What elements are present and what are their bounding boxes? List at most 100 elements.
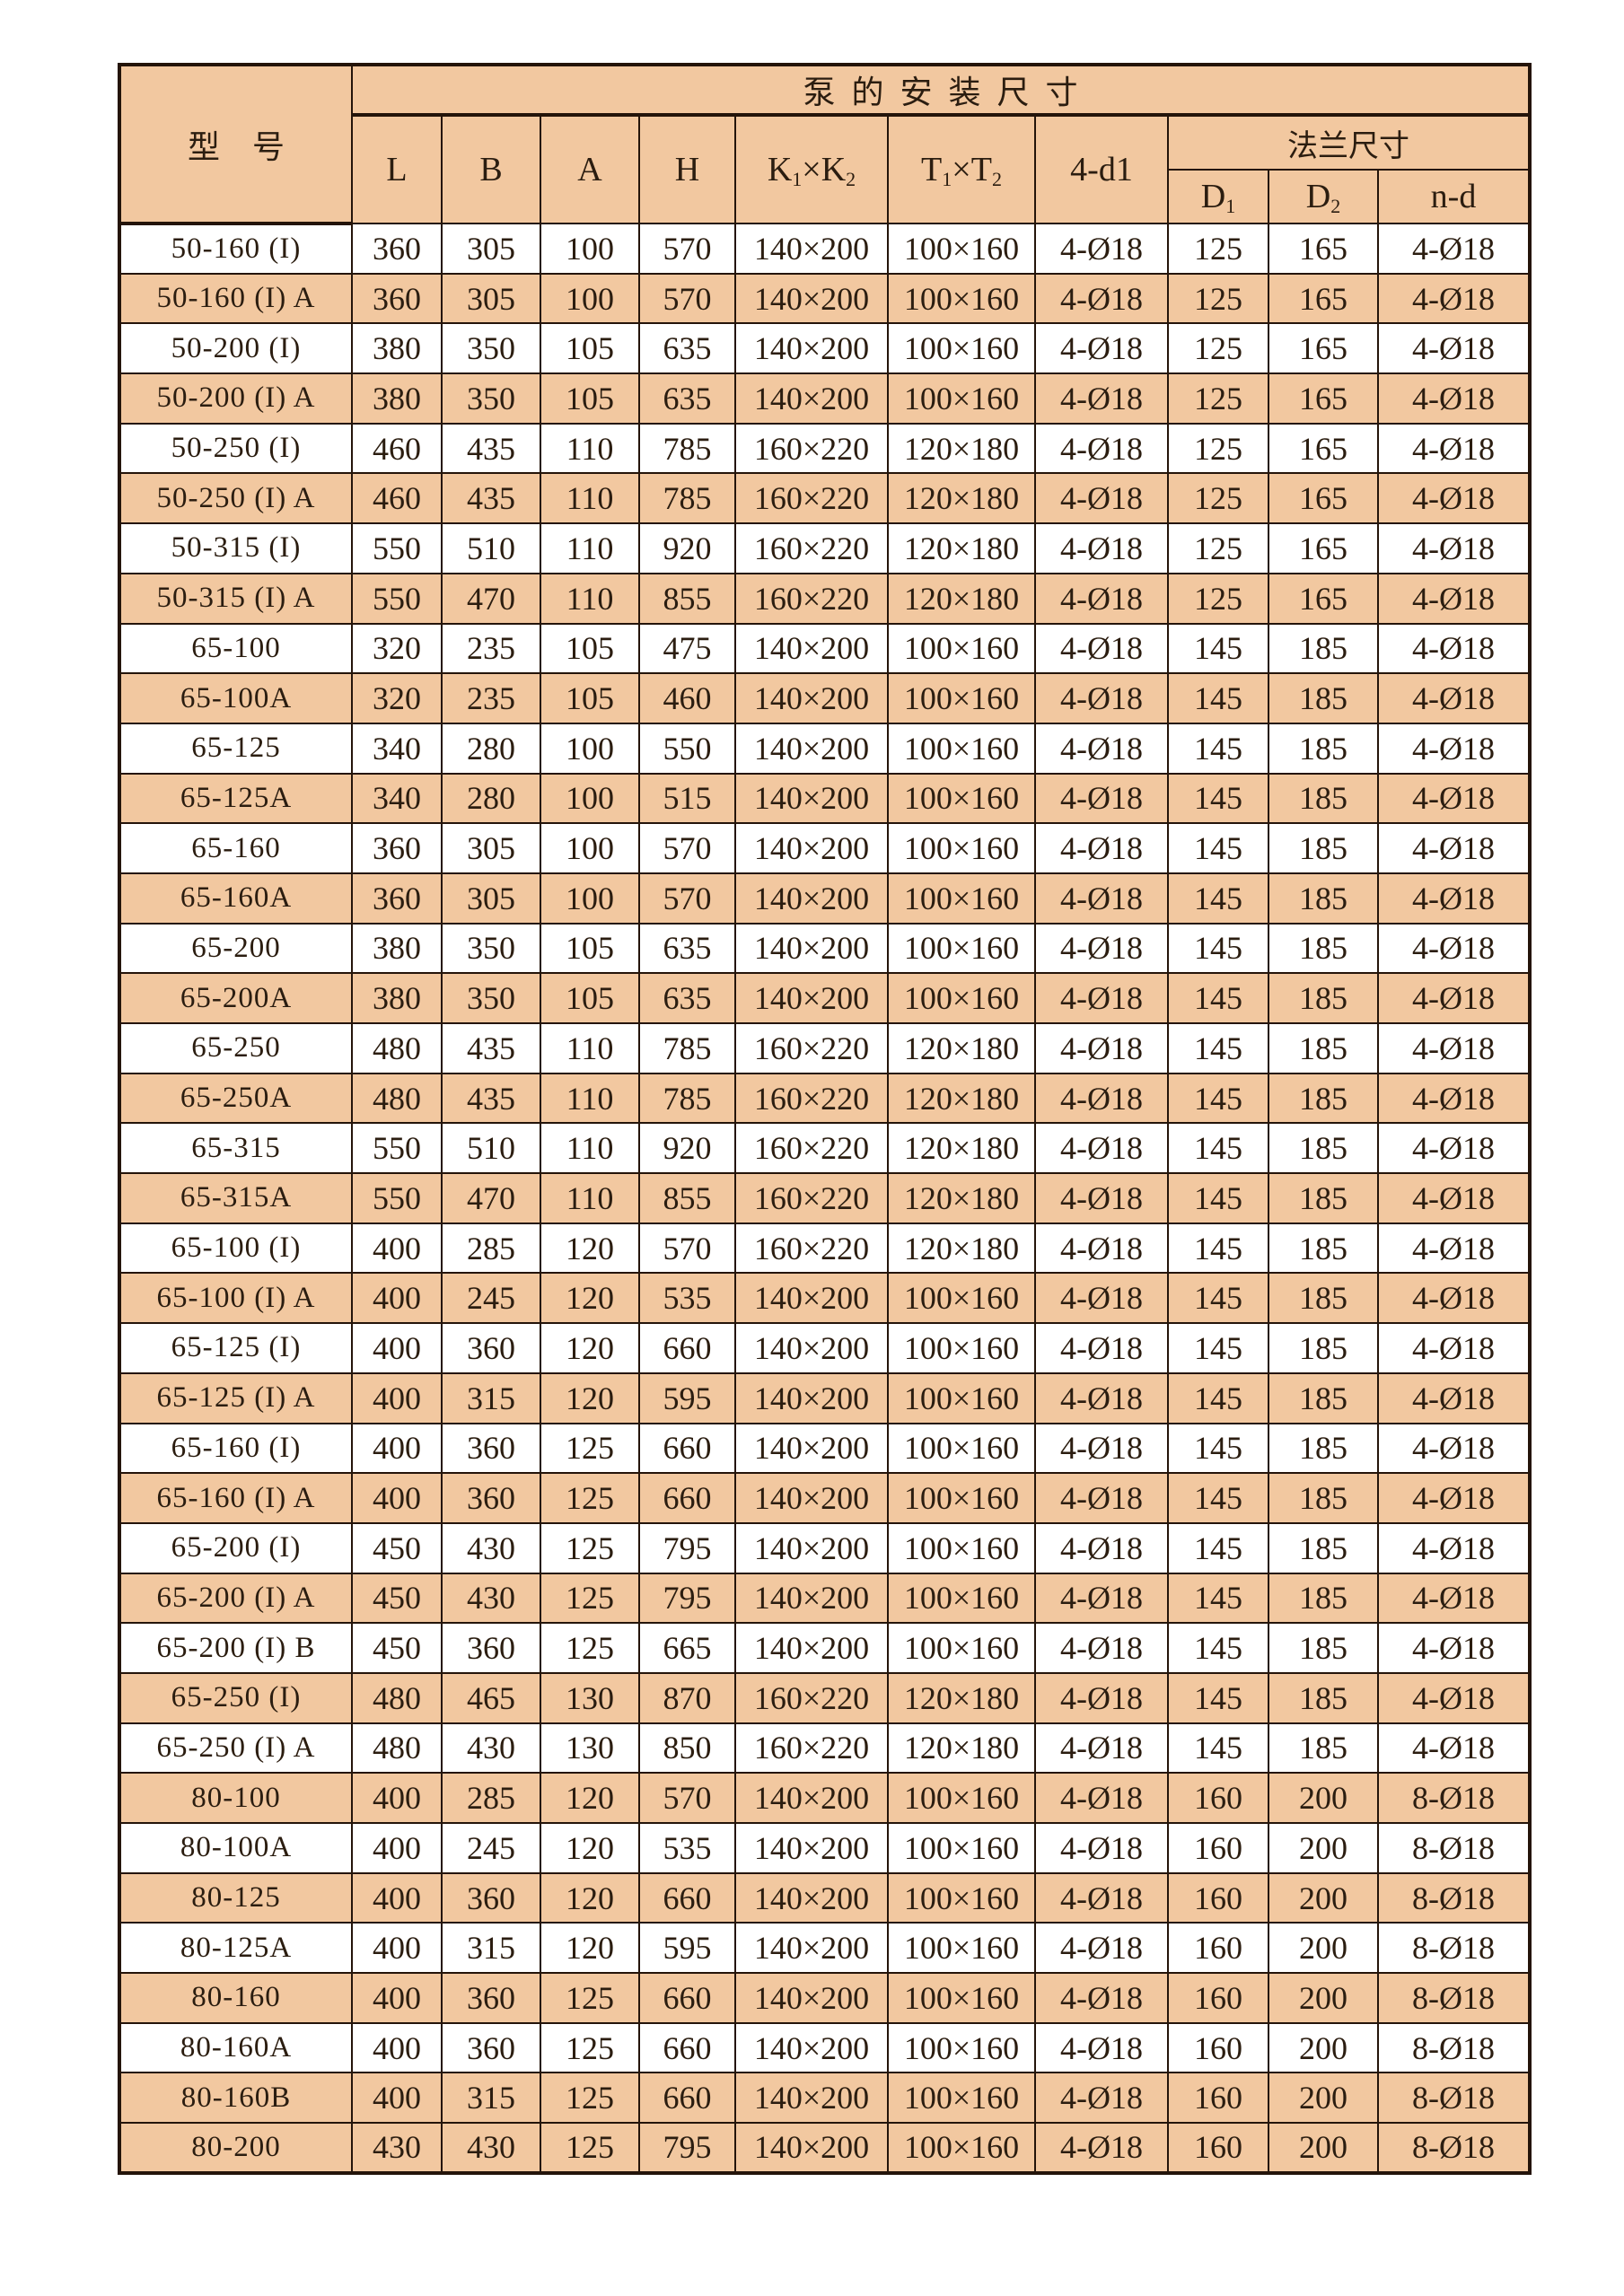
cell-t: 120×180 — [887, 1172, 1036, 1224]
table-row: 65-125A 340 280 100 515 140×200 100×160 4-Ø18 14… — [119, 772, 1532, 825]
cell-fd2: 165 — [1268, 272, 1379, 325]
cell-nd: 4-Ø18 — [1376, 1521, 1532, 1574]
cell-b: 430 — [441, 1572, 541, 1625]
cell-fd1: 160 — [1167, 2021, 1269, 2074]
cell-nd: 8-Ø18 — [1376, 1772, 1532, 1824]
cell-b: 435 — [441, 1022, 541, 1074]
cell-model: 65-125 — [119, 722, 353, 775]
cell-model: 80-160B — [119, 2072, 353, 2125]
cell-b: 465 — [441, 1671, 541, 1724]
cell-t: 120×180 — [887, 1122, 1036, 1175]
cell-d1: 4-Ø18 — [1034, 272, 1169, 325]
cell-b: 285 — [441, 1772, 541, 1824]
cell-fd1: 145 — [1167, 772, 1269, 825]
k1k2-sub1: 1 — [792, 168, 803, 190]
cell-nd: 4-Ø18 — [1376, 1122, 1532, 1175]
cell-k: 160×220 — [734, 572, 889, 625]
cell-fd2: 185 — [1268, 1122, 1379, 1175]
cell-fd1: 125 — [1167, 372, 1269, 425]
table-row: 80-200 430 430 125 795 140×200 100×160 4-Ø18 160… — [119, 2122, 1532, 2174]
cell-model: 50-160 (I) A — [119, 272, 353, 325]
cell-model: 65-200 (I) — [119, 1521, 353, 1574]
cell-fd2: 165 — [1268, 372, 1379, 425]
cell-b: 435 — [441, 1072, 541, 1125]
cell-t: 100×160 — [887, 2072, 1036, 2125]
cell-model: 65-200 (I) B — [119, 1622, 353, 1674]
table-row: 65-250 (I) A 480 430 130 850 160×220 120×180 4-… — [119, 1722, 1532, 1775]
cell-nd: 4-Ø18 — [1376, 972, 1532, 1024]
cell-a: 100 — [540, 272, 640, 325]
cell-fd2: 200 — [1268, 1972, 1379, 2024]
cell-b: 510 — [441, 1122, 541, 1175]
cell-l: 550 — [351, 572, 443, 625]
cell-model: 50-315 (I) — [119, 522, 353, 574]
cell-a: 110 — [540, 572, 640, 625]
cell-model: 65-250 — [119, 1022, 353, 1074]
cell-k: 140×200 — [734, 2122, 889, 2174]
cell-t: 100×160 — [887, 2021, 1036, 2074]
cell-a: 125 — [540, 2122, 640, 2174]
cell-t: 100×160 — [887, 872, 1036, 925]
cell-fd1: 160 — [1167, 2072, 1269, 2125]
cell-l: 450 — [351, 1521, 443, 1574]
cell-fd2: 200 — [1268, 2072, 1379, 2125]
cell-k: 140×200 — [734, 1472, 889, 1524]
cell-a: 120 — [540, 1272, 640, 1325]
flange-subheader-row: D1 D2 n-d — [119, 169, 1532, 224]
cell-l: 480 — [351, 1022, 443, 1074]
cell-l: 400 — [351, 2021, 443, 2074]
cell-fd1: 160 — [1167, 1772, 1269, 1824]
cell-l: 480 — [351, 1671, 443, 1724]
cell-h: 795 — [638, 1572, 736, 1625]
cell-k: 140×200 — [734, 822, 889, 874]
cell-d1: 4-Ø18 — [1034, 672, 1169, 724]
cell-l: 550 — [351, 1122, 443, 1175]
table-row: 65-315 550 510 110 920 160×220 120×180 4-Ø18 145… — [119, 1122, 1532, 1175]
cell-a: 110 — [540, 522, 640, 574]
cell-a: 130 — [540, 1671, 640, 1724]
cell-model: 80-100 — [119, 1772, 353, 1824]
cell-k: 140×200 — [734, 872, 889, 925]
cell-nd: 8-Ø18 — [1376, 1972, 1532, 2024]
cell-k: 140×200 — [734, 972, 889, 1024]
cell-t: 100×160 — [887, 372, 1036, 425]
cell-model: 80-125 — [119, 1871, 353, 1924]
cell-nd: 4-Ø18 — [1376, 772, 1532, 825]
cell-k: 160×220 — [734, 1122, 889, 1175]
cell-model: 65-125A — [119, 772, 353, 825]
cell-t: 100×160 — [887, 1422, 1036, 1475]
cell-fd2: 185 — [1268, 1072, 1379, 1125]
cell-k: 160×220 — [734, 422, 889, 475]
cell-b: 510 — [441, 522, 541, 574]
cell-a: 100 — [540, 872, 640, 925]
cell-model: 80-200 — [119, 2122, 353, 2174]
cell-fd1: 145 — [1167, 622, 1269, 675]
cell-nd: 4-Ø18 — [1376, 1371, 1532, 1424]
table-row: 65-160A 360 305 100 570 140×200 100×160 4-Ø18 14… — [119, 872, 1532, 925]
cell-l: 550 — [351, 1172, 443, 1224]
cell-b: 470 — [441, 1172, 541, 1224]
cell-t: 100×160 — [887, 672, 1036, 724]
cell-b: 285 — [441, 1222, 541, 1275]
cell-h: 850 — [638, 1722, 736, 1775]
cell-a: 100 — [540, 223, 640, 275]
cell-d1: 4-Ø18 — [1034, 1671, 1169, 1724]
col-header-k1k2: K1×K2 — [734, 114, 889, 224]
cell-k: 140×200 — [734, 223, 889, 275]
cell-model: 80-160A — [119, 2021, 353, 2074]
cell-d1: 4-Ø18 — [1034, 223, 1169, 275]
cell-b: 470 — [441, 572, 541, 625]
cell-l: 400 — [351, 1222, 443, 1275]
cell-d1: 4-Ø18 — [1034, 1871, 1169, 1924]
cell-model: 65-100 — [119, 622, 353, 675]
cell-model: 50-250 (I) A — [119, 472, 353, 525]
col-header-h: H — [638, 114, 736, 224]
table-row: 65-160 360 305 100 570 140×200 100×160 4-Ø18 145… — [119, 822, 1532, 874]
cell-k: 160×220 — [734, 1172, 889, 1224]
cell-nd: 4-Ø18 — [1376, 322, 1532, 375]
cell-d1: 4-Ø18 — [1034, 1172, 1169, 1224]
cell-b: 430 — [441, 1722, 541, 1775]
cell-t: 100×160 — [887, 1572, 1036, 1625]
cell-nd: 4-Ø18 — [1376, 1272, 1532, 1325]
cell-l: 360 — [351, 223, 443, 275]
